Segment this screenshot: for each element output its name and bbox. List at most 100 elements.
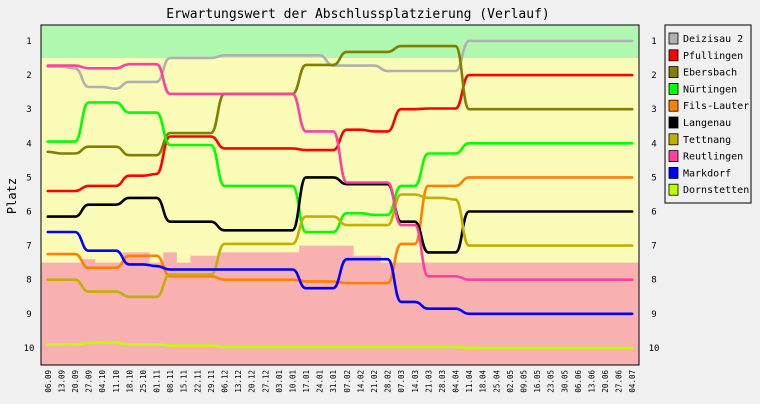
x-tick-label: 06.06 [574,370,583,393]
series-line-tettnang [46,193,634,299]
legend-label: Markdorf [683,168,731,179]
legend-swatch [668,32,679,45]
x-tick-label: 30.05 [560,370,569,393]
series-line-pfullingen [46,73,634,193]
legend-swatch [668,150,679,163]
series-line-ebersbach [46,44,634,157]
y-tick-right: 5 [651,173,656,183]
legend-swatch [668,49,679,62]
y-tick-left: 8 [26,276,31,286]
series-line-markdorf [46,230,634,316]
x-tick-label: 21.03 [424,370,433,393]
legend-label: Ebersbach [683,68,737,79]
x-tick-label: 27.06 [615,370,624,393]
x-tick-label: 23.05 [547,370,556,393]
x-tick-label: 07.02 [343,370,352,393]
x-tick-label: 14.02 [356,370,365,393]
legend-label: Dornstetten [683,185,749,196]
x-tick-label: 25.04 [492,370,501,393]
x-tick-label: 27.12 [261,370,270,393]
y-tick-right: 8 [651,276,656,286]
x-tick-label: 06.12 [221,370,230,393]
x-tick-label: 15.11 [180,370,189,393]
legend-swatch [668,66,679,78]
x-tick-label: 13.09 [57,370,66,393]
x-tick-label: 03.01 [275,370,284,393]
x-tick-label: 14.03 [411,370,420,393]
series-line-fils-lauter [46,176,634,285]
x-tick-label: 09.05 [520,370,529,393]
x-tick-label: 29.11 [207,370,216,393]
y-tick-left: 4 [26,139,31,149]
legend-swatch [668,116,679,129]
y-tick-right: 3 [651,105,656,115]
y-tick-right: 1 [651,37,656,47]
x-tick-label: 02.05 [506,370,515,393]
x-tick-label: 27.09 [85,370,94,393]
x-tick-label: 20.09 [71,370,80,393]
series-line-dornstetten [46,341,634,350]
legend-label: Deizisau 2 [683,34,743,45]
plot-frame [40,24,640,366]
series-lines [46,39,634,350]
y-tick-left: 2 [26,71,31,81]
x-tick-label: 13.12 [234,370,243,393]
y-tick-right: 7 [651,242,656,252]
y-tick-right: 6 [651,208,656,218]
series-line-reutlingen [46,62,634,282]
legend-swatch [668,166,679,179]
series-line-deizisau-2 [46,39,634,90]
legend-label: Tettnang [683,135,731,146]
x-tick-label: 04.07 [628,370,637,393]
legend-label: Nürtingen [683,84,737,95]
x-tick-label: 07.03 [397,370,406,393]
series-line-langenau [46,176,634,254]
legend-label: Langenau [683,118,731,129]
x-tick-label: 22.11 [193,370,202,393]
x-tick-label: 18.04 [479,370,488,393]
y-tick-left: 5 [26,173,31,183]
legend-label: Reutlingen [683,152,743,163]
y-tick-left: 10 [24,344,35,354]
x-tick-label: 24.01 [316,370,325,393]
x-tick-label: 08.11 [166,370,175,393]
x-tick-label: 18.10 [125,370,134,393]
y-axis-label: Platz [5,178,19,214]
x-tick-label: 04.04 [452,370,461,393]
y-tick-left: 9 [26,310,31,320]
legend-label: Fils-Lauter [683,101,749,112]
legend-swatch [668,133,679,146]
x-tick-label: 21.02 [370,370,379,393]
chart-title: Erwartungswert der Abschlussplatzierung … [166,7,550,22]
legend: Deizisau 2 Pfullingen Ebersbach Nürtingen Fi… [664,24,752,204]
x-tick-label: 20.06 [601,370,610,393]
y-tick-right: 10 [649,344,660,354]
x-tick-label: 28.03 [438,370,447,393]
y-tick-left: 1 [26,37,31,47]
legend-box [664,24,752,204]
x-tick-label: 04.10 [98,370,107,393]
x-tick-label: 11.10 [112,370,121,393]
x-tick-labels: 06.09 13.09 20.09 27.09 04.10 11.10 18.10 25.10… [44,370,637,393]
y-tick-right: 4 [651,139,656,149]
legend-label: Pfullingen [683,51,743,62]
x-tick-label: 06.09 [44,370,53,393]
x-tick-label: 25.10 [139,370,148,393]
x-tick-label: 17.01 [302,370,311,393]
x-tick-label: 20.12 [248,370,257,393]
legend-swatch [668,99,679,112]
x-tick-label: 11.04 [465,370,474,393]
y-tick-left: 3 [26,105,31,115]
y-tick-labels: 1 1 2 2 3 3 4 4 5 5 6 6 7 7 8 8 9 9 10 10 [24,37,660,354]
y-tick-left: 7 [26,242,31,252]
x-tick-label: 01.11 [153,370,162,393]
legend-swatch [668,83,679,95]
y-tick-right: 2 [651,71,656,81]
x-tick-label: 13.06 [587,370,596,393]
legend-swatch [668,183,679,196]
x-tick-label: 31.01 [329,370,338,393]
x-tick-label: 10.01 [288,370,297,393]
x-tick-label: 28.02 [384,370,393,393]
plot-border [40,24,640,366]
